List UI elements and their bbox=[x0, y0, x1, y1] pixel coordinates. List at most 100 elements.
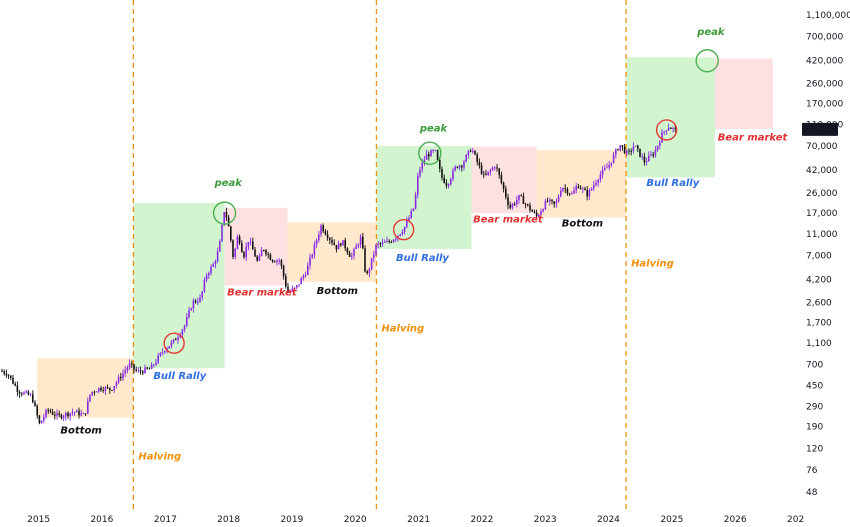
candle-body bbox=[234, 248, 236, 257]
candle-body bbox=[111, 390, 113, 391]
candle-body bbox=[194, 300, 197, 303]
y-tick-label: 7,000 bbox=[806, 251, 832, 261]
candle-body bbox=[661, 132, 663, 143]
candle-body bbox=[465, 154, 467, 162]
candle-body bbox=[447, 184, 450, 186]
candle-body bbox=[208, 273, 210, 276]
candle-body bbox=[496, 167, 498, 169]
candle-body bbox=[509, 205, 511, 208]
candle-body bbox=[38, 415, 41, 424]
candle-body bbox=[511, 204, 514, 208]
candle-body bbox=[441, 168, 443, 178]
candle-body bbox=[87, 401, 89, 414]
candle-body bbox=[203, 279, 206, 292]
annotation-labels: Bottom Bull Rally Bear market Bottom Bull Ra… bbox=[60, 27, 788, 462]
candle-body bbox=[296, 285, 298, 288]
candle-body bbox=[190, 308, 192, 311]
y-tick-label: 42,000 bbox=[806, 166, 838, 176]
candle-body bbox=[390, 241, 393, 243]
y-tick-label: 1,700 bbox=[806, 319, 832, 329]
candle-body bbox=[562, 188, 564, 191]
candle-body bbox=[491, 167, 494, 171]
candle-body bbox=[172, 339, 175, 343]
candle-body bbox=[236, 236, 239, 249]
candle-body bbox=[421, 162, 423, 170]
zone-bear-2 bbox=[224, 207, 288, 286]
candle-body bbox=[577, 186, 580, 189]
candle-body bbox=[65, 412, 67, 417]
candle-body bbox=[553, 201, 555, 204]
peak-label: peak bbox=[696, 27, 726, 38]
candle-body bbox=[518, 195, 520, 201]
candle-body bbox=[430, 150, 432, 157]
rally-circle-2 bbox=[655, 119, 678, 141]
candle-body bbox=[93, 391, 96, 393]
candle-body bbox=[113, 386, 115, 391]
candle-body bbox=[575, 186, 577, 191]
candle-body bbox=[399, 234, 401, 236]
candle-body bbox=[579, 188, 582, 190]
candle-body bbox=[201, 291, 203, 298]
candle-body bbox=[612, 154, 615, 163]
candle-body bbox=[298, 284, 300, 286]
candle-body bbox=[161, 351, 164, 353]
candle-body bbox=[210, 266, 212, 274]
candle-body bbox=[670, 127, 672, 129]
candle-body bbox=[150, 364, 153, 370]
candle-body bbox=[601, 169, 604, 175]
candle-body bbox=[564, 188, 566, 189]
y-tick-label: 450 bbox=[806, 382, 823, 392]
candle-body bbox=[232, 240, 234, 257]
zone-bear-8 bbox=[715, 58, 773, 129]
y-tick-label: 260,000 bbox=[806, 80, 843, 90]
price-label-box bbox=[802, 122, 838, 136]
candle-body bbox=[458, 165, 461, 168]
candle-body bbox=[51, 412, 54, 415]
candle-body bbox=[566, 188, 569, 194]
zone-bear-5 bbox=[471, 146, 537, 214]
time-axis[interactable]: 2014201520162017201820192020202120222023… bbox=[0, 515, 804, 525]
candle-body bbox=[227, 217, 230, 227]
candle-body bbox=[318, 234, 320, 241]
candle-body bbox=[513, 204, 516, 205]
candle-body bbox=[106, 387, 109, 389]
candle-body bbox=[271, 259, 274, 262]
x-tick-label: 2019 bbox=[280, 515, 303, 525]
candle-body bbox=[291, 288, 294, 292]
candle-body bbox=[346, 248, 349, 253]
candle-body bbox=[293, 287, 296, 289]
candle-body bbox=[32, 394, 34, 403]
candle-body bbox=[443, 177, 445, 183]
candle-body bbox=[538, 214, 540, 217]
candle-body bbox=[280, 260, 283, 266]
zone-label-bear: Bear market bbox=[227, 288, 298, 299]
zone-label-bull: Bull Rally bbox=[646, 178, 699, 189]
candle-body bbox=[80, 413, 82, 416]
candle-body bbox=[434, 150, 437, 151]
candle-body bbox=[410, 210, 412, 218]
candle-body bbox=[619, 145, 621, 151]
candle-body bbox=[375, 244, 377, 255]
candle-body bbox=[183, 325, 186, 330]
candle-body bbox=[170, 342, 173, 347]
candle-body bbox=[414, 194, 417, 209]
candle-body bbox=[36, 405, 38, 416]
candle-body bbox=[571, 193, 573, 195]
candle-body bbox=[557, 196, 560, 202]
price-axis[interactable]: 1,100,000700,000420,000260,000170,000110… bbox=[802, 11, 850, 498]
candle-body bbox=[395, 238, 397, 240]
zone-bottom-0 bbox=[37, 358, 134, 418]
candle-body bbox=[225, 211, 228, 218]
candle-body bbox=[335, 244, 338, 250]
candle-body bbox=[529, 205, 531, 211]
candle-body bbox=[637, 145, 639, 149]
candle-body bbox=[219, 241, 221, 252]
candle-body bbox=[650, 154, 652, 156]
candle-body bbox=[520, 195, 522, 197]
candle-body bbox=[344, 240, 346, 249]
candle-body bbox=[472, 150, 474, 152]
candle-body bbox=[467, 150, 470, 155]
candle-body bbox=[157, 355, 159, 363]
candle-body bbox=[628, 150, 630, 152]
candle-body bbox=[311, 254, 313, 258]
